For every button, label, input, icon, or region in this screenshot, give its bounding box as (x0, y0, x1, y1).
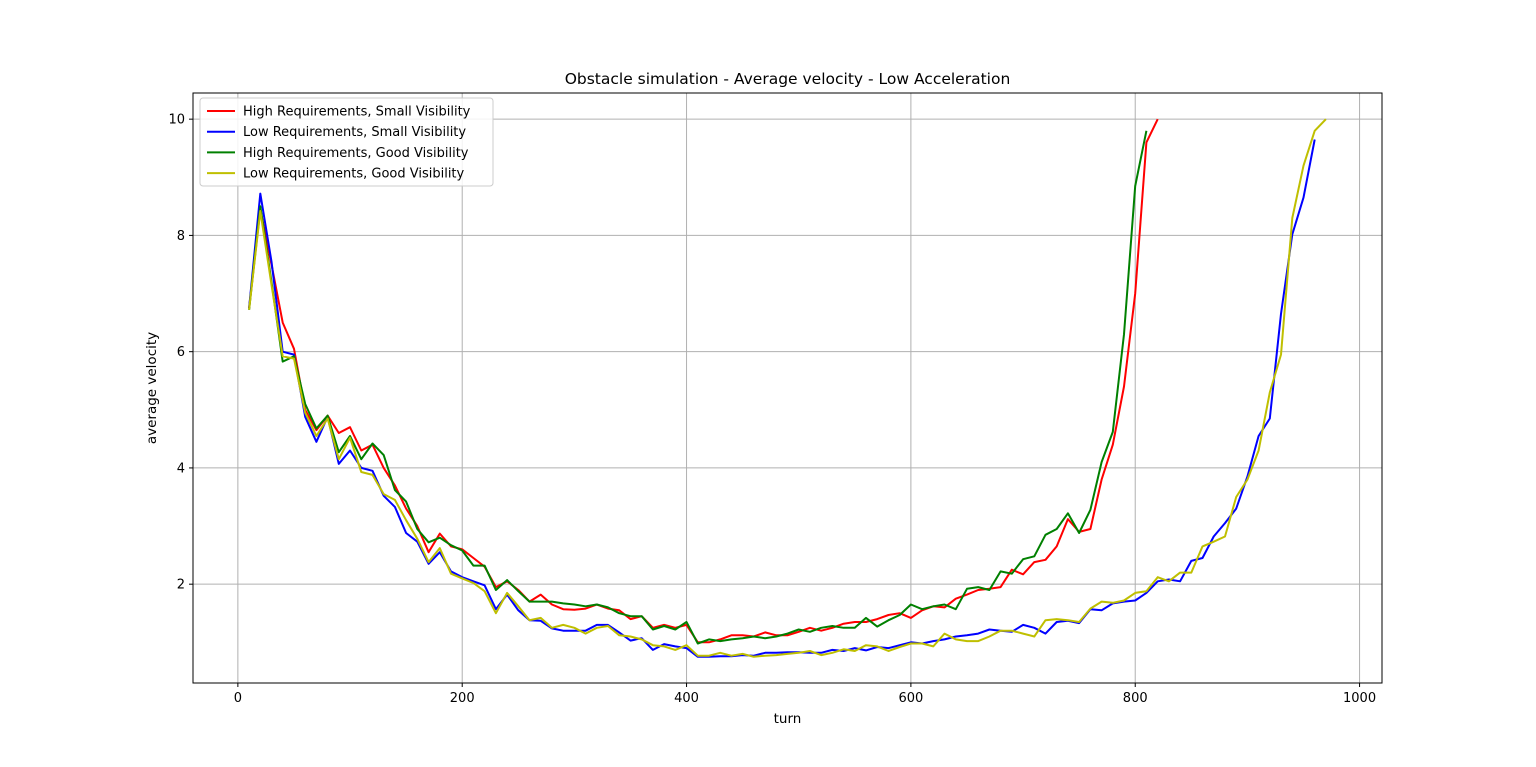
grid-lines (193, 93, 1382, 683)
x-tick-label: 1000 (1343, 691, 1376, 706)
x-tick-label: 200 (450, 691, 475, 706)
series-lines (248, 118, 1327, 658)
legend-label: Low Requirements, Small Visibility (243, 125, 466, 140)
x-tick-label: 800 (1123, 691, 1148, 706)
axis-ticks: 0 200 400 600 800 1000 2 4 6 8 10 (168, 113, 1376, 706)
legend-label: High Requirements, Small Visibility (243, 105, 471, 120)
y-tick-label: 10 (168, 113, 185, 128)
y-tick-label: 2 (177, 578, 185, 593)
y-tick-label: 6 (177, 345, 185, 360)
legend-box (199, 97, 494, 187)
chart-title: Obstacle simulation - Average velocity -… (565, 70, 1011, 88)
series-line-3 (248, 130, 1148, 645)
x-tick-label: 0 (234, 691, 242, 706)
x-axis-title: turn (774, 711, 802, 727)
x-tick-label: 600 (898, 691, 923, 706)
y-axis-title: average velocity (144, 332, 160, 444)
x-tick-label: 400 (674, 691, 699, 706)
plot-area-frame (192, 92, 1383, 684)
legend-label: Low Requirements, Good Visibility (243, 167, 465, 182)
legend: High Requirements, Small Visibility Low R… (199, 97, 494, 187)
y-tick-label: 8 (177, 229, 185, 244)
series-line-4 (248, 118, 1327, 658)
y-tick-label: 4 (177, 461, 185, 476)
legend-label: High Requirements, Good Visibility (243, 146, 469, 161)
